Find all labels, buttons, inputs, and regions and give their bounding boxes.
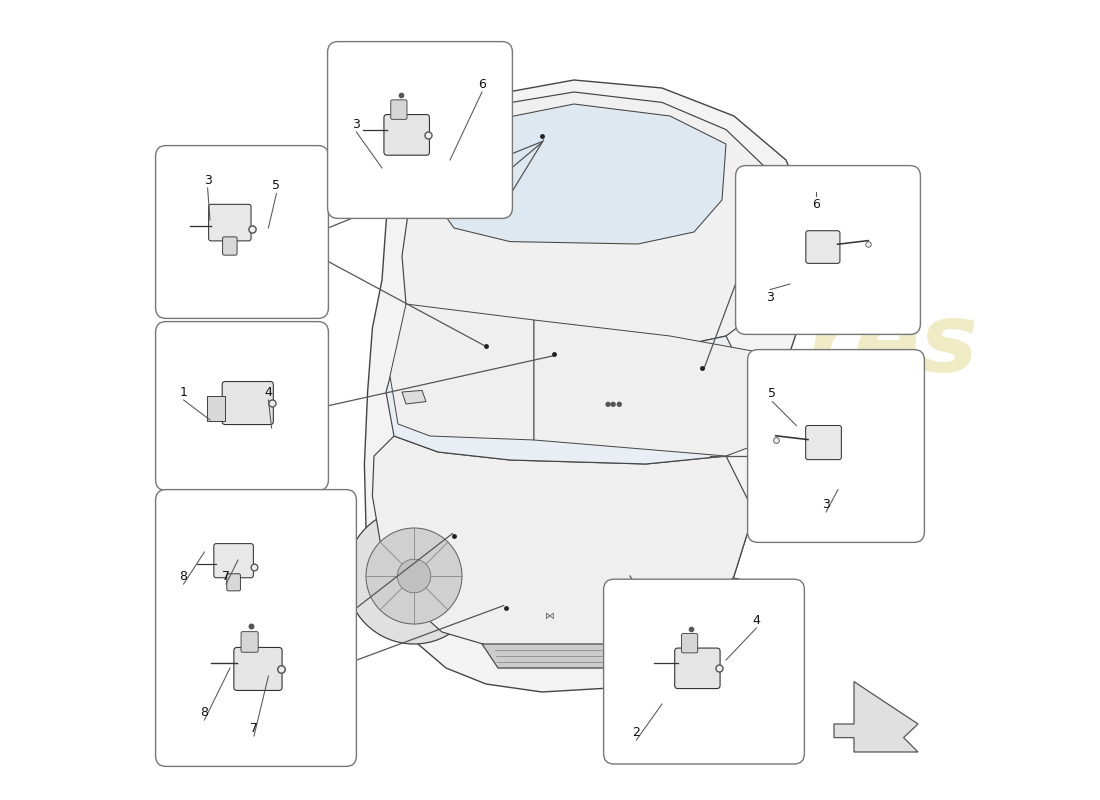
- Polygon shape: [364, 80, 806, 692]
- FancyBboxPatch shape: [227, 574, 241, 591]
- Text: 5: 5: [769, 387, 777, 400]
- FancyBboxPatch shape: [234, 647, 282, 690]
- FancyBboxPatch shape: [604, 579, 804, 764]
- Polygon shape: [834, 682, 918, 752]
- FancyBboxPatch shape: [674, 648, 720, 689]
- Circle shape: [688, 594, 764, 670]
- FancyBboxPatch shape: [155, 322, 329, 490]
- FancyBboxPatch shape: [806, 230, 840, 263]
- Polygon shape: [373, 436, 754, 652]
- Text: 3: 3: [204, 174, 211, 186]
- Text: ⋈: ⋈: [546, 611, 554, 621]
- Text: 6: 6: [478, 78, 486, 90]
- Text: 5: 5: [273, 179, 280, 192]
- Text: since 1985: since 1985: [726, 398, 911, 456]
- Text: 3: 3: [822, 498, 829, 510]
- Polygon shape: [534, 320, 758, 456]
- Text: a passion for parts: a passion for parts: [606, 457, 802, 504]
- Circle shape: [672, 578, 780, 686]
- Polygon shape: [386, 328, 758, 464]
- Text: 4: 4: [264, 386, 273, 398]
- FancyBboxPatch shape: [328, 42, 513, 218]
- Polygon shape: [390, 304, 534, 440]
- FancyBboxPatch shape: [682, 634, 697, 653]
- Text: ●●●: ●●●: [605, 402, 624, 407]
- Text: res: res: [806, 299, 978, 392]
- FancyBboxPatch shape: [390, 100, 407, 119]
- Text: 4: 4: [752, 614, 760, 626]
- Text: 8: 8: [179, 570, 188, 582]
- FancyBboxPatch shape: [384, 114, 429, 155]
- FancyBboxPatch shape: [213, 544, 253, 578]
- Circle shape: [366, 528, 462, 624]
- Circle shape: [397, 559, 431, 593]
- FancyBboxPatch shape: [222, 237, 238, 255]
- FancyBboxPatch shape: [241, 632, 258, 652]
- FancyBboxPatch shape: [209, 204, 251, 241]
- Text: 7: 7: [222, 570, 230, 582]
- FancyBboxPatch shape: [155, 490, 356, 766]
- Polygon shape: [434, 104, 726, 244]
- Polygon shape: [208, 396, 226, 422]
- Circle shape: [713, 618, 739, 646]
- FancyBboxPatch shape: [155, 146, 329, 318]
- FancyBboxPatch shape: [736, 166, 921, 334]
- Text: 2: 2: [632, 726, 640, 738]
- FancyBboxPatch shape: [805, 426, 842, 460]
- FancyBboxPatch shape: [748, 350, 924, 542]
- Polygon shape: [482, 644, 626, 668]
- Text: 1: 1: [179, 386, 187, 398]
- Polygon shape: [402, 390, 426, 404]
- Polygon shape: [402, 92, 780, 352]
- Text: 8: 8: [200, 706, 208, 718]
- Text: 7: 7: [250, 722, 258, 734]
- Text: 3: 3: [352, 118, 361, 130]
- Circle shape: [346, 508, 482, 644]
- Text: 3: 3: [766, 291, 774, 304]
- FancyBboxPatch shape: [222, 382, 273, 425]
- Text: 6: 6: [812, 198, 820, 210]
